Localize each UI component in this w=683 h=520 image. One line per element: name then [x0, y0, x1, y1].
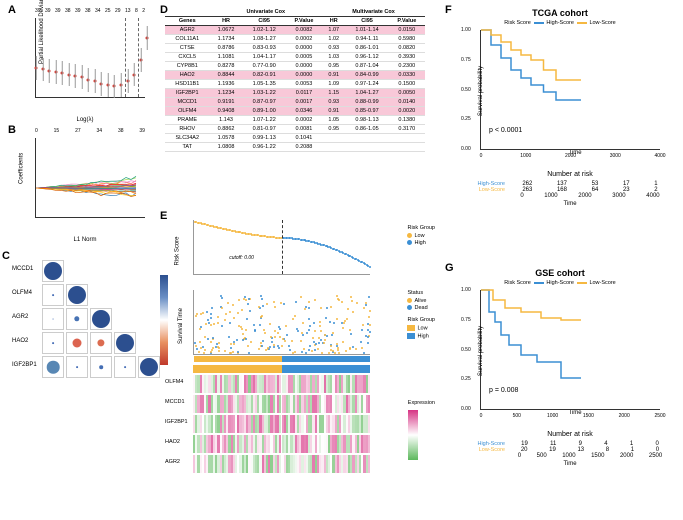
label-c: C: [2, 250, 10, 262]
panel-c-correlation: MCCD1OLFM4AGR2HAO2IGF2BP1: [12, 255, 160, 400]
legend-title: Expression: [408, 400, 435, 408]
e-status-legend: Status Alive Dead Risk Group Low High: [407, 290, 435, 341]
g-risk-table: Number at risk High-Score19119410 Low-Sc…: [470, 431, 670, 467]
e-risk-ylabel: Risk Score: [175, 236, 181, 265]
legend-item: High: [414, 240, 425, 246]
panel-e-risk: Risk Score cutoff: 0.00 Risk Group Low H…: [165, 215, 435, 510]
a-ylabel: Partial Likelihood Deviance: [39, 0, 45, 64]
b-ylabel: Coefficients: [19, 152, 25, 183]
g-title: GSE cohort: [450, 268, 670, 278]
f-risk-table: Number at risk High-Score26213753171 Low…: [470, 171, 670, 207]
legend-title: Status: [407, 290, 435, 298]
panel-f-tcga-survival: TCGA cohort Risk Score High-Score Low-Sc…: [450, 8, 670, 243]
f-legend: Risk Score High-Score Low-Score: [450, 20, 670, 26]
g-legend: Risk Score High-Score Low-Score: [450, 280, 670, 286]
panel-b-coefficients: 01527343839 Coefficients L1 Norm: [20, 128, 150, 233]
b-xlabel: L1 Norm: [73, 237, 96, 243]
a-xlabel: Log(λ): [76, 117, 93, 123]
label-b: B: [8, 124, 16, 136]
legend-title: Risk Group: [407, 317, 435, 325]
legend-title: Risk Group: [407, 225, 435, 233]
g-ylabel: Survival probability: [478, 326, 484, 376]
f-title: TCGA cohort: [450, 8, 670, 18]
legend-item: High: [417, 333, 428, 339]
g-xlabel: Time: [480, 410, 670, 416]
panel-g-gse-survival: GSE cohort Risk Score High-Score Low-Sco…: [450, 268, 670, 503]
e-riskgroup-legend: Risk Group Low High: [407, 225, 435, 248]
label-a: A: [8, 4, 16, 16]
e-surv-ylabel: Survival Time: [178, 307, 184, 343]
legend-item: Low: [417, 325, 427, 331]
panel-d-cox-table: Univariate CoxMultivariate CoxGenesHRCI9…: [165, 8, 425, 203]
panel-a-lasso-deviance: 3939393839383425291382 Partial Likelihoo…: [20, 8, 150, 113]
legend-item: Alive: [414, 298, 426, 304]
f-ylabel: Survival probability: [478, 66, 484, 116]
e-expr-legend: Expression: [408, 400, 435, 462]
legend-item: Dead: [414, 305, 427, 311]
legend-item: Low: [414, 233, 424, 239]
